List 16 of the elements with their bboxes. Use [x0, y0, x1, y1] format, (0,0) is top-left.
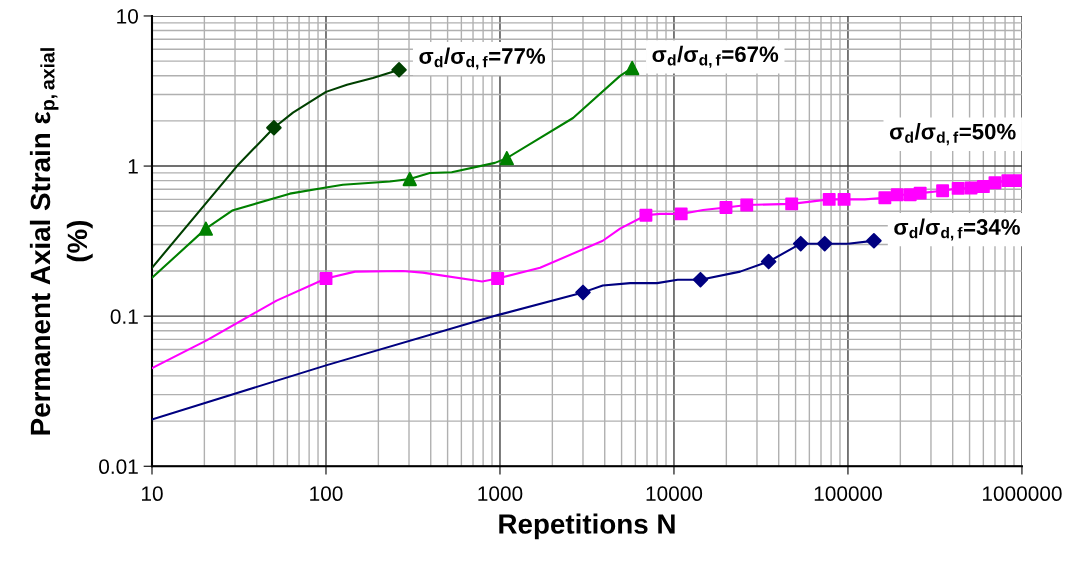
x-tick-label: 100	[310, 486, 343, 502]
x-axis-title: Repetitions N	[499, 513, 675, 540]
x-tick-label: 1000000	[982, 486, 1062, 502]
series-label: σ$_{d}$/σ$_{d,f}$=50%	[889, 123, 1016, 146]
x-tick-label: 10	[142, 486, 163, 502]
y-tick-label: 10	[117, 8, 138, 24]
series-label: σ$_{d}$/σ$_{d,f}$=67%	[652, 45, 779, 68]
x-tick-label: 10000	[646, 486, 703, 502]
x-tick-label: 100000	[814, 486, 882, 502]
series-label: σ$_{d}$/σ$_{d,f}$=77%	[419, 47, 546, 70]
y-tick-label: 1	[128, 159, 138, 174]
series-label: σ$_{d}$/σ$_{d,f}$=34%	[894, 218, 1020, 241]
y-tick-label: 0.1	[110, 309, 138, 324]
text: Permanent Axial Strain ε$_{p,axial}$ (%)	[29, 48, 93, 435]
x-tick-label: 1000	[478, 486, 523, 502]
y-tick-label: 0.01	[99, 459, 138, 475]
